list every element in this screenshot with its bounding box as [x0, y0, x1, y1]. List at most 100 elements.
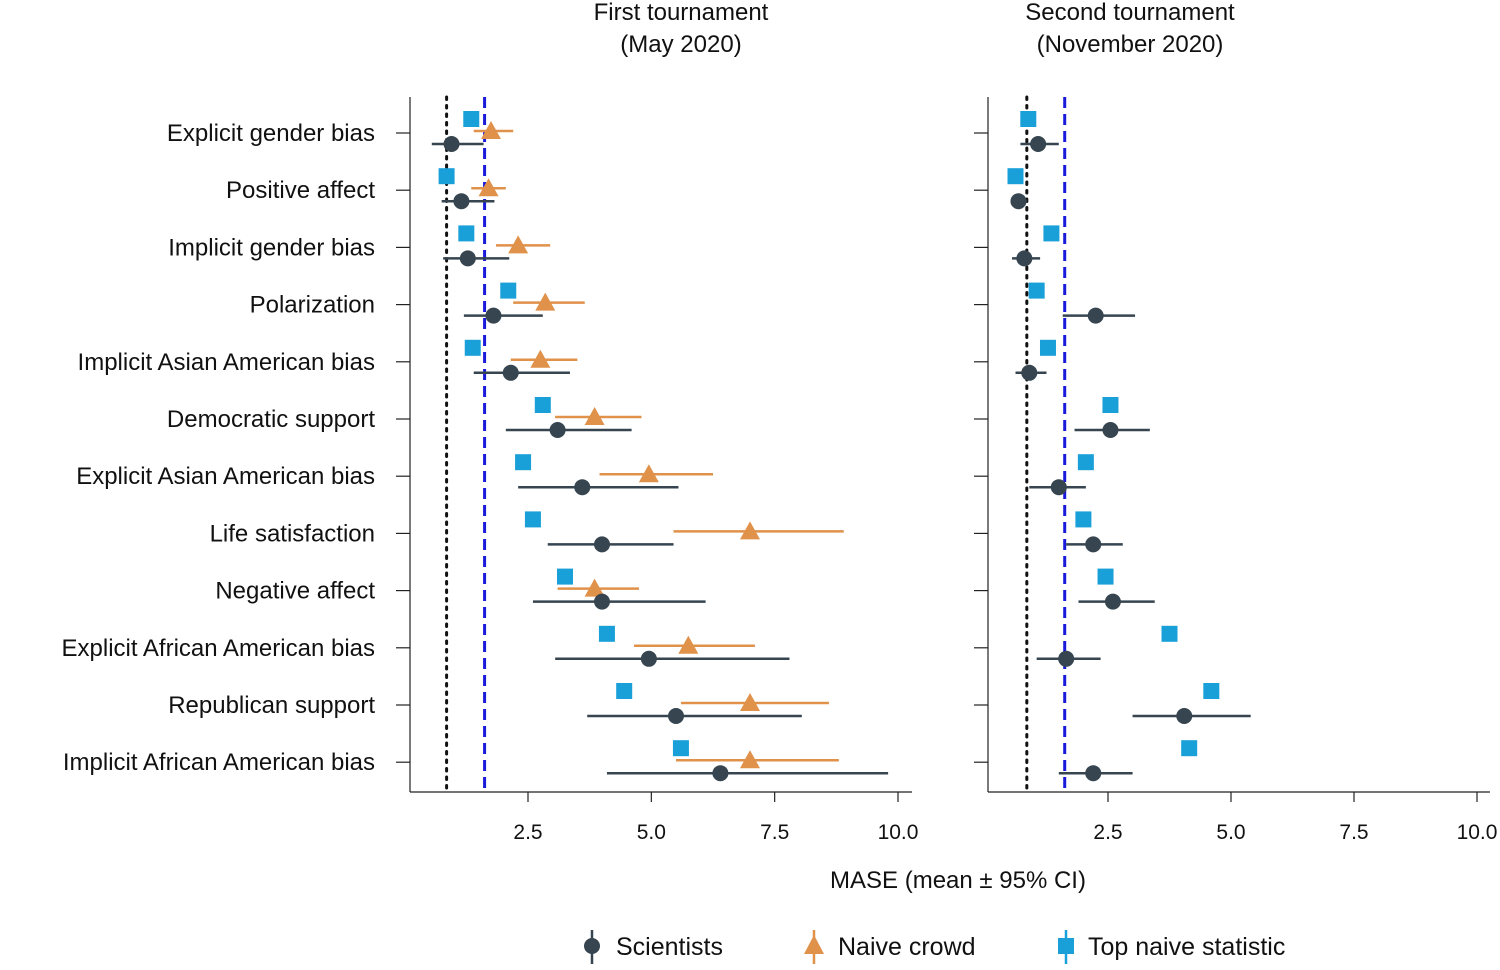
panel-2-top-naive-statistic-point-explicit-asian-american-bias — [1077, 454, 1094, 471]
panel-2-xtick-label-1: 5.0 — [1216, 821, 1245, 844]
panel-2-scientists-point-explicit-african-american-bias — [1058, 650, 1075, 667]
legend-naive-crowd-label: Naive crowd — [838, 933, 976, 961]
panel-2-top-naive-statistic-point-implicit-gender-bias — [1043, 225, 1060, 242]
panel-2-top-naive-statistic-point-polarization — [1028, 282, 1045, 299]
panel-1-naive-crowd-point-positive-affect — [478, 178, 499, 197]
panel-1-top-naive-statistic-point-life-satisfaction — [524, 511, 541, 528]
panel-1-scientists-point-negative-affect — [594, 593, 610, 610]
panel-1-scientists-point-life-satisfaction — [594, 536, 610, 553]
panel-1-series-naive-crowd — [471, 121, 844, 769]
category-label-life-satisfaction: Life satisfaction — [210, 520, 375, 547]
panel-1-naive-crowd-point-life-satisfaction — [740, 521, 760, 540]
panel-1-naive-crowd-point-negative-affect — [584, 578, 605, 597]
panel-1-title-line1: First tournament — [594, 0, 769, 26]
panel-2-scientists-point-negative-affect — [1104, 593, 1121, 610]
x-axis-title: MASE (mean ± 95% CI) — [830, 867, 1086, 894]
panel-1-naive-crowd-point-explicit-gender-bias — [481, 121, 501, 139]
panel-2-xtick-label-2: 7.5 — [1339, 821, 1368, 844]
panel-1-naive-crowd-point-republican-support — [740, 693, 760, 711]
panel-2-scientists-point-implicit-gender-bias — [1016, 250, 1033, 267]
category-label-democratic-support: Democratic support — [167, 406, 375, 433]
panel-2-top-naive-statistic-point-democratic-support — [1102, 397, 1119, 413]
panel-1-scientists-point-republican-support — [668, 708, 684, 724]
category-label-explicit-gender-bias: Explicit gender bias — [167, 120, 375, 147]
panel-1-xtick-label-0: 2.5 — [513, 821, 542, 844]
panel-2-xtick-label-3: 10.0 — [1457, 821, 1498, 844]
panel-2-series-scientists — [1010, 136, 1251, 782]
panel-1-xtick-label-2: 7.5 — [760, 821, 789, 844]
category-labels: Explicit gender bias Positive affect Impli… — [62, 120, 376, 776]
panel-1-scientists-point-polarization — [485, 307, 502, 324]
panel-1-top-naive-statistic-point-explicit-asian-american-bias — [515, 454, 532, 471]
panel-1-scientists-point-implicit-african-american-bias — [712, 765, 729, 782]
panel-2-top-naive-statistic-point-explicit-african-american-bias — [1161, 625, 1178, 642]
panel-2-top-naive-statistic-point-implicit-asian-american-bias — [1039, 339, 1056, 356]
category-label-negative-affect: Negative affect — [215, 578, 375, 605]
panel-second-tournament: 2.5 5.0 7.5 10.0 — [974, 95, 1498, 844]
panel-1-scientists-point-explicit-african-american-bias — [640, 650, 657, 667]
category-label-polarization: Polarization — [250, 292, 375, 319]
panel-1-top-naive-statistic-point-polarization — [500, 282, 517, 299]
panel-1-top-naive-statistic-point-negative-affect — [557, 568, 573, 585]
panel-2-scientists-point-implicit-asian-american-bias — [1021, 364, 1038, 381]
panel-1-naive-crowd-point-implicit-asian-american-bias — [530, 349, 551, 368]
legend: Scientists Naive crowd Top naive statist… — [584, 930, 1285, 964]
panel-1-top-naive-statistic-point-implicit-asian-american-bias — [464, 339, 481, 356]
legend-top-naive-statistic-label: Top naive statistic — [1088, 933, 1285, 961]
legend-top-naive-statistic-marker — [1058, 938, 1074, 954]
panel-1-top-naive-statistic-point-positive-affect — [438, 168, 455, 185]
panel-2-scientists-point-implicit-african-american-bias — [1085, 765, 1102, 782]
panel-2-series-top-naive-statistic — [1007, 111, 1220, 757]
panel-1-naive-crowd-point-implicit-gender-bias — [508, 235, 529, 254]
panel-1-naive-crowd-point-explicit-asian-american-bias — [638, 464, 659, 483]
panel-1-scientists-point-implicit-gender-bias — [459, 250, 476, 267]
panel-1-scientists-point-explicit-asian-american-bias — [574, 479, 591, 496]
panel-2-scientists-point-democratic-support — [1102, 422, 1119, 438]
panel-2-scientists-point-explicit-gender-bias — [1030, 136, 1047, 152]
panel-1-naive-crowd-point-democratic-support — [584, 407, 605, 425]
panel-2-top-naive-statistic-point-life-satisfaction — [1075, 511, 1092, 528]
panel-1-top-naive-statistic-point-democratic-support — [534, 397, 551, 413]
category-label-positive-affect: Positive affect — [226, 177, 375, 204]
panel-2-title-line1: Second tournament — [1025, 0, 1235, 26]
panel-2-scientists-point-positive-affect — [1010, 193, 1027, 210]
category-label-explicit-african-american-bias: Explicit African American bias — [62, 635, 375, 662]
panel-2-top-naive-statistic-point-positive-affect — [1007, 168, 1024, 185]
legend-scientists-marker — [584, 938, 600, 954]
panel-1-series-scientists — [431, 136, 889, 782]
category-label-republican-support: Republican support — [168, 692, 375, 719]
panel-1-naive-crowd-point-explicit-african-american-bias — [678, 635, 699, 654]
panel-2-top-naive-statistic-point-implicit-african-american-bias — [1181, 740, 1198, 757]
category-label-implicit-gender-bias: Implicit gender bias — [168, 234, 375, 261]
panel-2-scientists-point-polarization — [1087, 307, 1104, 324]
panel-first-tournament: 2.5 5.0 7.5 10.0 — [396, 95, 919, 844]
panel-2-xtick-label-0: 2.5 — [1093, 821, 1122, 844]
panel-1-xtick-label-1: 5.0 — [637, 821, 666, 844]
panel-1-scientists-point-democratic-support — [549, 422, 566, 438]
category-label-implicit-african-american-bias: Implicit African American bias — [63, 749, 375, 776]
panel-1-series-top-naive-statistic — [438, 111, 689, 757]
legend-scientists-label: Scientists — [616, 933, 723, 961]
legend-item-scientists: Scientists — [584, 930, 723, 964]
panel-2-scientists-point-life-satisfaction — [1085, 536, 1102, 553]
category-label-implicit-asian-american-bias: Implicit Asian American bias — [78, 349, 375, 376]
panel-2-scientists-point-republican-support — [1176, 708, 1193, 724]
panel-1-top-naive-statistic-point-republican-support — [616, 683, 633, 699]
category-label-explicit-asian-american-bias: Explicit Asian American bias — [76, 463, 375, 490]
panel-1-xtick-label-3: 10.0 — [878, 821, 919, 844]
panel-1-top-naive-statistic-point-implicit-gender-bias — [458, 225, 475, 242]
panel-2-title-line2: (November 2020) — [1037, 31, 1224, 58]
legend-naive-crowd-marker — [804, 935, 824, 954]
panel-2-scientists-point-explicit-asian-american-bias — [1050, 479, 1067, 496]
panel-1-scientists-point-explicit-gender-bias — [443, 136, 460, 152]
panel-2-top-naive-statistic-point-negative-affect — [1097, 568, 1114, 585]
panel-2-top-naive-statistic-point-republican-support — [1203, 683, 1220, 699]
panel-1-scientists-point-implicit-asian-american-bias — [502, 364, 519, 381]
legend-item-top-naive-statistic: Top naive statistic — [1058, 930, 1285, 964]
panel-2-top-naive-statistic-point-explicit-gender-bias — [1020, 111, 1037, 127]
panel-1-scientists-point-positive-affect — [453, 193, 470, 210]
legend-item-naive-crowd: Naive crowd — [804, 930, 976, 964]
panel-1-top-naive-statistic-point-implicit-african-american-bias — [672, 740, 689, 757]
